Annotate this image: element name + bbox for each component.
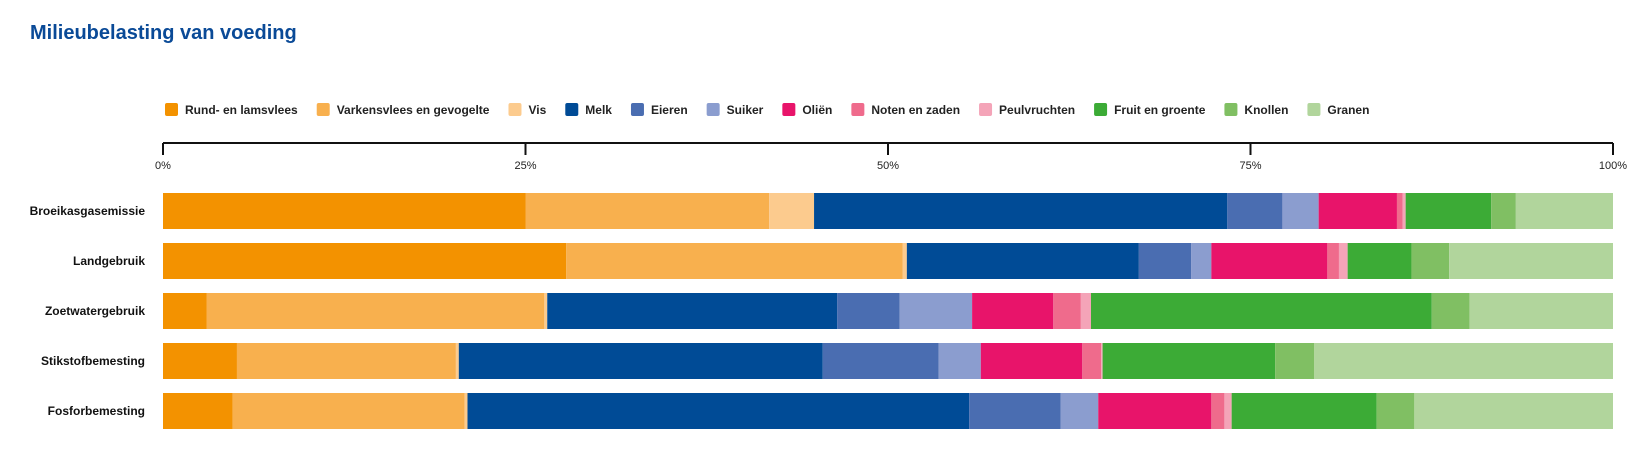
category-label-landgebruik: Landgebruik <box>73 254 145 268</box>
legend-swatch-fruit-en-groente <box>1094 103 1108 116</box>
bar-segment-fosforbemesting-varkensvlees-en-gevogelte <box>232 393 465 429</box>
bar-segment-zoetwatergebruik-rund-en-lamsvlees <box>163 293 207 329</box>
bar-segment-stikstofbemesting-knollen <box>1275 343 1315 379</box>
bar-segment-stikstofbemesting-olien <box>980 343 1083 379</box>
bar-segment-landgebruik-suiker <box>1191 243 1212 279</box>
bar-segment-zoetwatergebruik-peulvruchten <box>1080 293 1091 329</box>
bar-segment-stikstofbemesting-fruit-en-groente <box>1102 343 1276 379</box>
legend-swatch-noten-en-zaden <box>851 103 865 116</box>
bar-segment-stikstofbemesting-melk <box>458 343 823 379</box>
bar-segment-zoetwatergebruik-vis <box>544 293 548 329</box>
bar-segment-landgebruik-vis <box>902 243 907 279</box>
bar-segment-fosforbemesting-knollen <box>1376 393 1415 429</box>
legend-label-granen: Granen <box>1327 103 1369 117</box>
bar-segment-landgebruik-granen <box>1449 243 1613 279</box>
bar-segment-landgebruik-olien <box>1211 243 1328 279</box>
bars: Broeikasgasemissie Landgebruik Zoetwaterge… <box>30 193 1613 429</box>
x-tick-label: 0% <box>155 160 171 172</box>
bar-segment-zoetwatergebruik-granen <box>1469 293 1613 329</box>
x-tick-label: 50% <box>877 160 899 172</box>
bar-segment-landgebruik-rund-en-lamsvlees <box>163 243 567 279</box>
x-tick-label: 75% <box>1239 160 1261 172</box>
legend-label-noten-en-zaden: Noten en zaden <box>871 103 960 117</box>
bar-segment-fosforbemesting-vis <box>464 393 468 429</box>
bar-segment-stikstofbemesting-granen <box>1314 343 1613 379</box>
bar-segment-fosforbemesting-rund-en-lamsvlees <box>163 393 233 429</box>
bar-segment-stikstofbemesting-suiker <box>938 343 981 379</box>
bar-segment-broeikasgasemissie-fruit-en-groente <box>1405 193 1492 229</box>
bar-segment-broeikasgasemissie-granen <box>1515 193 1613 229</box>
bar-segment-stikstofbemesting-noten-en-zaden <box>1082 343 1102 379</box>
legend-swatch-suiker <box>706 103 720 116</box>
category-label-broeikasgasemissie: Broeikasgasemissie <box>30 204 146 218</box>
legend-label-suiker: Suiker <box>727 103 764 117</box>
category-label-fosforbemesting: Fosforbemesting <box>48 404 145 418</box>
bar-segment-broeikasgasemissie-vis <box>769 193 815 229</box>
legend-label-knollen: Knollen <box>1244 103 1288 117</box>
legend-label-rund-en-lamsvlees: Rund- en lamsvlees <box>185 103 298 117</box>
legend-swatch-olien <box>782 103 796 116</box>
legend-label-vis: Vis <box>528 103 546 117</box>
bar-segment-landgebruik-fruit-en-groente <box>1347 243 1412 279</box>
bar-segment-broeikasgasemissie-rund-en-lamsvlees <box>163 193 526 229</box>
legend-label-olien: Oliën <box>802 103 832 117</box>
bar-segment-landgebruik-noten-en-zaden <box>1327 243 1339 279</box>
legend-swatch-melk <box>565 103 579 116</box>
bar-segment-fosforbemesting-eieren <box>969 393 1061 429</box>
legend-swatch-granen <box>1307 103 1321 116</box>
bar-segment-stikstofbemesting-vis <box>455 343 459 379</box>
bar-segment-fosforbemesting-olien <box>1098 393 1212 429</box>
bar-segment-landgebruik-peulvruchten <box>1338 243 1348 279</box>
legend-label-peulvruchten: Peulvruchten <box>999 103 1075 117</box>
bar-segment-stikstofbemesting-varkensvlees-en-gevogelte <box>236 343 456 379</box>
bar-segment-zoetwatergebruik-varkensvlees-en-gevogelte <box>206 293 545 329</box>
legend-label-melk: Melk <box>585 103 612 117</box>
bar-segment-broeikasgasemissie-melk <box>814 193 1228 229</box>
bar-segment-landgebruik-melk <box>906 243 1139 279</box>
legend-swatch-rund-en-lamsvlees <box>165 103 178 116</box>
bar-segment-fosforbemesting-suiker <box>1060 393 1099 429</box>
bar-segment-zoetwatergebruik-melk <box>547 293 838 329</box>
legend-swatch-vis <box>508 103 522 116</box>
bar-segment-fosforbemesting-melk <box>467 393 970 429</box>
bar-segment-stikstofbemesting-rund-en-lamsvlees <box>163 343 237 379</box>
bar-segment-zoetwatergebruik-knollen <box>1431 293 1470 329</box>
legend-swatch-knollen <box>1224 103 1238 116</box>
legend-swatch-eieren <box>630 103 644 116</box>
bar-segment-broeikasgasemissie-varkensvlees-en-gevogelte <box>525 193 770 229</box>
bar-segment-broeikasgasemissie-peulvruchten <box>1402 193 1406 229</box>
bar-segment-fosforbemesting-granen <box>1414 393 1613 429</box>
bar-segment-landgebruik-eieren <box>1138 243 1192 279</box>
bar-segment-zoetwatergebruik-noten-en-zaden <box>1053 293 1081 329</box>
bar-segment-broeikasgasemissie-suiker <box>1282 193 1319 229</box>
bar-segment-stikstofbemesting-peulvruchten <box>1101 343 1103 379</box>
bar-segment-landgebruik-knollen <box>1411 243 1450 279</box>
legend-swatch-varkensvlees-en-gevogelte <box>316 103 330 116</box>
bar-segment-fosforbemesting-peulvruchten <box>1224 393 1232 429</box>
chart-title: Milieubelasting van voeding <box>30 22 297 44</box>
category-label-zoetwatergebruik: Zoetwatergebruik <box>45 304 145 318</box>
bar-segment-zoetwatergebruik-fruit-en-groente <box>1091 293 1432 329</box>
bar-segment-fosforbemesting-noten-en-zaden <box>1211 393 1225 429</box>
x-tick-label: 25% <box>514 160 536 172</box>
bar-segment-zoetwatergebruik-eieren <box>837 293 900 329</box>
bar-segment-zoetwatergebruik-suiker <box>899 293 973 329</box>
legend: Rund- en lamsvlees Varkensvlees en gevoge… <box>165 103 1369 117</box>
legend-label-fruit-en-groente: Fruit en groente <box>1114 103 1206 117</box>
legend-label-varkensvlees-en-gevogelte: Varkensvlees en gevogelte <box>337 103 490 117</box>
bar-segment-zoetwatergebruik-olien <box>972 293 1054 329</box>
bar-segment-broeikasgasemissie-knollen <box>1491 193 1516 229</box>
bar-segment-broeikasgasemissie-olien <box>1318 193 1397 229</box>
x-tick-label: 100% <box>1599 160 1627 172</box>
x-axis: 0% 25% 50% 75% 100% <box>155 142 1627 172</box>
legend-label-eieren: Eieren <box>651 103 688 117</box>
bar-segment-fosforbemesting-fruit-en-groente <box>1231 393 1377 429</box>
category-label-stikstofbemesting: Stikstofbemesting <box>41 354 145 368</box>
bar-segment-stikstofbemesting-eieren <box>822 343 939 379</box>
bar-segment-landgebruik-varkensvlees-en-gevogelte <box>566 243 903 279</box>
legend-swatch-peulvruchten <box>979 103 993 116</box>
bar-segment-broeikasgasemissie-eieren <box>1227 193 1283 229</box>
bar-segment-broeikasgasemissie-noten-en-zaden <box>1396 193 1403 229</box>
